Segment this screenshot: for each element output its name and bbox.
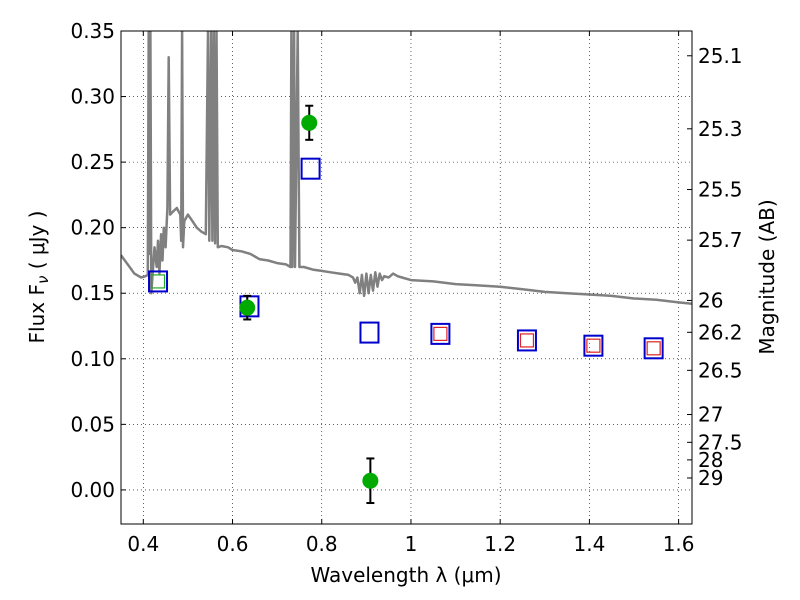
- plot-frame: [120, 30, 693, 525]
- x-tick-label: 1.2: [484, 532, 516, 556]
- x-tick-label: 0.4: [127, 532, 159, 556]
- axes: 0.4 0.6 0.8 1 1.2 1.4 1.6 0.00 0.05 0.10 0.15 0.20 0…: [70, 19, 742, 556]
- plot-area: [121, 31, 692, 505]
- mag-tick-label: 26: [698, 288, 723, 312]
- model-square-red: [646, 341, 661, 356]
- y-axis-label: Flux Fν ( μJy ): [25, 211, 52, 344]
- model-square-red: [519, 333, 535, 348]
- x-tick-label: 0.6: [217, 532, 249, 556]
- mag-tick-label: 27.5: [698, 430, 743, 454]
- mag-tick-label: 25.7: [698, 228, 743, 252]
- model-square-blue: [516, 329, 537, 352]
- x-tick-label: 0.8: [306, 532, 338, 556]
- model-square-red: [586, 338, 601, 353]
- model-square-blue: [148, 270, 169, 293]
- mag-tick-label: 29: [698, 466, 723, 490]
- observed-point: [362, 472, 379, 489]
- mag-tick-label: 25.5: [698, 178, 743, 202]
- y-tick-label: 0.35: [70, 19, 115, 43]
- y-tick-label: 0.20: [70, 216, 115, 240]
- y-tick-label: 0.15: [70, 281, 115, 305]
- y2-axis-label: Magnitude (AB): [755, 199, 779, 354]
- mag-tick-label: 25.3: [698, 117, 743, 141]
- template-spectrum-line: [121, 31, 692, 305]
- mag-tick-label: 26.2: [698, 320, 743, 344]
- y-tick-label: 0.25: [70, 150, 115, 174]
- mag-tick-label: 25.1: [698, 44, 743, 68]
- x-tick-label: 1: [405, 532, 418, 556]
- model-square-green: [150, 274, 166, 289]
- y-axis-label-subscript: ν: [34, 276, 52, 284]
- model-square-red: [433, 326, 448, 341]
- mag-tick-label: 27: [698, 403, 723, 427]
- y-tick-label: 0.05: [70, 412, 115, 436]
- y-axis-label-units: ( μJy ): [25, 211, 49, 276]
- mag-tick-label: 28: [698, 448, 723, 472]
- template-spectrum-layer: [121, 31, 692, 305]
- observed-points-layer: [239, 104, 379, 505]
- mag-tick-label: 26.5: [698, 358, 743, 382]
- y-tick-label: 0.30: [70, 85, 115, 109]
- y-axis-label-main: Flux F: [25, 284, 49, 343]
- model-square-blue: [430, 322, 451, 345]
- y-tick-label: 0.10: [70, 347, 115, 371]
- model-square-blue: [583, 334, 604, 357]
- model-square-blue: [300, 157, 321, 180]
- x-axis-label: Wavelength λ (μm): [310, 563, 501, 587]
- model-square-blue: [359, 321, 380, 344]
- y-tick-label: 0.00: [70, 478, 115, 502]
- x-tick-label: 1.6: [663, 532, 695, 556]
- model-squares-layer: [148, 157, 664, 360]
- observed-point: [301, 114, 318, 131]
- observed-point: [239, 299, 256, 316]
- model-square-blue: [643, 337, 664, 360]
- x-tick-label: 1.4: [573, 532, 605, 556]
